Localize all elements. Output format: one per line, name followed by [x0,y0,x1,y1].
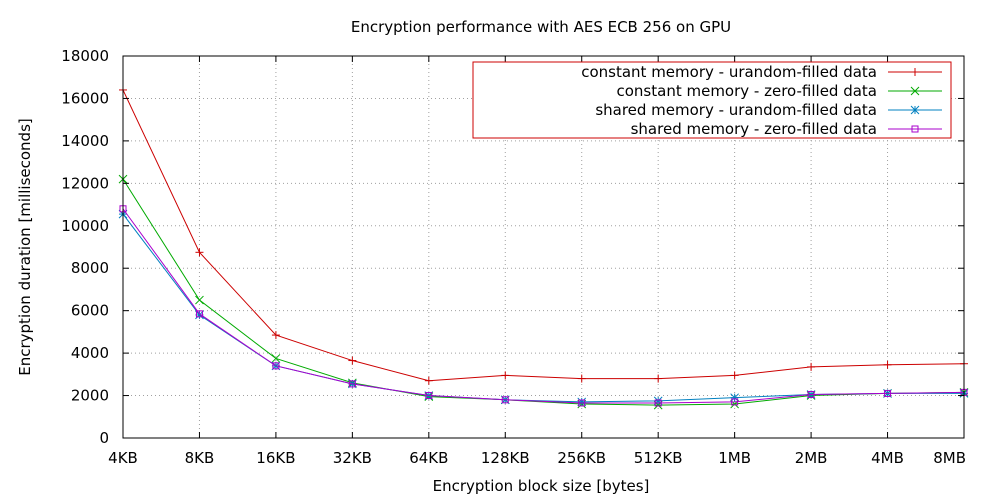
y-tick-label: 12000 [61,174,109,192]
data-point [654,399,662,407]
data-point [730,371,739,380]
marker-box [654,399,662,407]
data-point [884,389,892,397]
data-point [348,356,357,365]
y-tick-label: 0 [99,429,109,447]
marker-box [578,399,586,407]
data-point [883,360,892,369]
grid-lines [123,56,964,438]
x-tick-label: 8KB [185,449,215,467]
data-point [501,371,510,380]
legend-label: shared memory - zero-filled data [631,120,877,138]
marker-box [272,362,280,370]
data-point [731,398,739,406]
series-line [122,208,965,404]
legend-item: shared memory - urandom-filled data [595,101,942,119]
data-point [195,310,203,318]
legend-marker [911,125,919,133]
marker-box [348,380,356,388]
x-tick-label: 128KB [481,449,530,467]
series-4 [119,205,968,407]
marker-box [884,389,892,397]
x-tick-label: 256KB [557,449,606,467]
plot-frame [122,55,965,439]
series-line [122,213,964,403]
data-point [425,392,433,400]
marker-box [911,125,919,133]
series-layer [118,85,969,410]
data-point [654,374,663,383]
data-point [424,376,433,385]
x-tick-label: 64KB [409,449,448,467]
data-point [195,295,204,305]
data-point [272,362,280,370]
x-tick-label: 512KB [634,449,683,467]
marker-box [195,310,203,318]
legend-item: constant memory - zero-filled data [617,82,942,100]
y-tick-label: 10000 [61,217,109,235]
y-tick-label: 8000 [71,259,109,277]
chart-title: Encryption performance with AES ECB 256 … [351,18,731,36]
legend-label: shared memory - urandom-filled data [595,101,877,119]
marker-box [807,390,815,398]
data-point [807,390,815,398]
x-tick-label: 4KB [108,449,138,467]
data-point [271,354,281,363]
y-tick-label: 4000 [71,344,109,362]
data-point [577,374,586,383]
x-tick-label: 8MB [933,449,966,467]
series-2 [118,174,969,410]
x-tick-label: 1MB [718,449,751,467]
marker-stroke [271,354,281,363]
marker-stroke [910,86,920,96]
legend-marker [910,86,920,96]
legend-box [472,61,952,139]
data-point [578,399,586,407]
marker-box [425,392,433,400]
series-line [122,89,965,382]
legend-item: shared memory - zero-filled data [631,120,942,138]
x-tick-label: 2MB [795,449,828,467]
legend-item: constant memory - urandom-filled data [581,63,942,81]
y-tick-label: 6000 [71,302,109,320]
y-axis-label: Encryption duration [milliseconds] [16,118,34,375]
marker-box [731,398,739,406]
legend: constant memory - urandom-filled datacon… [472,61,952,139]
y-tick-label: 2000 [71,387,109,405]
data-point [271,331,280,340]
data-point [807,362,816,371]
x-tick-label: 32KB [333,449,372,467]
x-tick-label: 4MB [871,449,904,467]
legend-marker [910,105,920,115]
axes: 0 2000 4000 6000 8000 10000 12000 14000 16000 180… [61,47,966,467]
series-line [122,178,965,406]
marker-box [501,396,509,404]
y-tick-label: 16000 [61,89,109,107]
y-tick-label: 18000 [61,47,109,65]
data-point [195,248,204,257]
marker-stroke [910,105,920,115]
data-point [348,380,356,388]
legend-label: constant memory - urandom-filled data [581,63,877,81]
x-tick-label: 16KB [256,449,295,467]
legend-marker [911,68,919,76]
x-axis-label: Encryption block size [bytes] [433,477,650,495]
marker-stroke [195,295,204,305]
data-point [501,396,509,404]
series-1 [119,85,968,385]
legend-label: constant memory - zero-filled data [617,82,878,100]
y-tick-label: 14000 [61,132,109,150]
